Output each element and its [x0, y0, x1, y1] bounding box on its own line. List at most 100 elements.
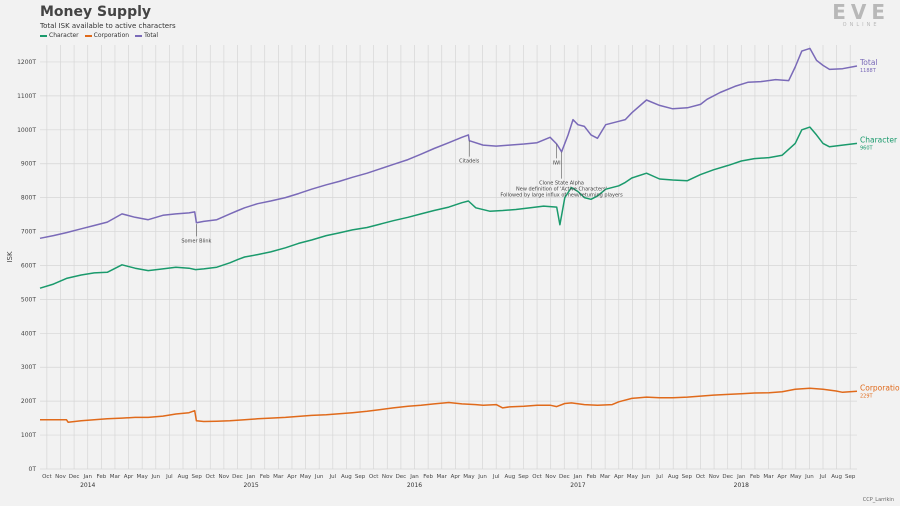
x-month-label: Aug	[504, 474, 515, 480]
x-month-label: Oct	[42, 474, 52, 480]
x-month-label: Apr	[287, 474, 297, 480]
end-value-character: 960T	[860, 145, 874, 151]
legend-swatch-corporation	[84, 34, 92, 37]
x-month-label: Aug	[668, 474, 679, 480]
logo-text: EVE	[832, 0, 890, 24]
end-label-corporation: Corporation	[860, 383, 900, 392]
x-month-label: Sep	[355, 474, 366, 480]
end-value-corporation: 229T	[860, 393, 874, 399]
x-month-label: Mar	[600, 474, 611, 480]
eve-online-logo: EVE ONLINE	[832, 2, 890, 28]
annotation-text-clone-state-alpha: Clone State Alpha	[539, 181, 584, 187]
x-month-label: Nov	[709, 474, 720, 480]
x-month-label: Aug	[178, 474, 189, 480]
x-month-label: Mar	[763, 474, 774, 480]
x-month-label: Jun	[150, 474, 160, 480]
x-year-label: 2015	[243, 482, 258, 489]
x-month-label: Jan	[573, 474, 583, 480]
x-month-label: Jan	[736, 474, 746, 480]
series-line-total	[39, 47, 858, 240]
x-month-label: Jun	[314, 474, 324, 480]
legend-item-total: Total	[135, 32, 158, 39]
annotation-text-clone-state-alpha: Followed by large influx of new/returnin…	[500, 193, 623, 199]
x-month-label: Jan	[409, 474, 419, 480]
x-month-label: Feb	[423, 474, 433, 480]
y-tick-label: 800T	[21, 195, 36, 202]
legend-label-character: Character	[49, 32, 79, 39]
x-month-label: Nov	[219, 474, 230, 480]
logo-subtext: ONLINE	[842, 22, 880, 28]
y-tick-label: 900T	[21, 161, 36, 168]
x-month-label: Mar	[437, 474, 448, 480]
x-month-label: Oct	[206, 474, 216, 480]
legend: Character Corporation Total	[40, 32, 158, 39]
x-month-label: Jul	[819, 474, 827, 480]
x-month-label: Sep	[682, 474, 693, 480]
page-subtitle: Total ISK available to active characters	[40, 22, 176, 30]
chart-annotations: Somer Blink Citadels IWI Clone State AlphaN…	[181, 140, 623, 244]
x-month-label: Jan	[82, 474, 92, 480]
x-month-label: Apr	[124, 474, 134, 480]
legend-label-total: Total	[144, 32, 159, 39]
y-tick-label: 1200T	[17, 59, 36, 66]
x-month-label: Nov	[545, 474, 556, 480]
y-tick-label: 0T	[29, 466, 37, 473]
x-month-label: Aug	[341, 474, 352, 480]
legend-swatch-character	[40, 34, 47, 37]
legend-item-character: Character	[40, 32, 79, 39]
end-label-total: Total	[859, 58, 878, 67]
x-month-label: Sep	[191, 474, 202, 480]
x-axis: Oct Nov Dec Jan Feb Mar Apr May Jun Jul Aug Sep Oct N…	[42, 474, 856, 489]
x-month-label: Apr	[451, 474, 461, 480]
plot-area	[40, 45, 857, 469]
x-month-label: Mar	[110, 474, 121, 480]
x-month-label: Nov	[55, 474, 66, 480]
end-label-character: Character	[860, 135, 898, 144]
x-month-label: Jun	[477, 474, 487, 480]
annotation-text-citadels: Citadels	[459, 159, 480, 165]
y-tick-label: 100T	[21, 432, 36, 439]
x-month-label: May	[300, 474, 312, 480]
x-month-label: Jul	[655, 474, 663, 480]
y-tick-label: 400T	[21, 330, 36, 337]
x-month-label: Mar	[273, 474, 284, 480]
y-axis: 0T 100T 200T 300T 400T 500T 600T 700T 800T 900T 10…	[17, 59, 36, 473]
legend-item-corporation: Corporation	[84, 32, 129, 39]
x-month-label: Dec	[69, 474, 80, 480]
y-tick-label: 700T	[21, 229, 36, 236]
x-month-label: Apr	[777, 474, 787, 480]
x-month-label: Apr	[614, 474, 624, 480]
y-tick-label: 1100T	[17, 93, 36, 100]
x-month-label: Feb	[750, 474, 760, 480]
y-tick-label: 200T	[21, 398, 36, 405]
x-month-label: May	[790, 474, 802, 480]
x-month-label: Sep	[518, 474, 529, 480]
x-month-label: Dec	[396, 474, 407, 480]
x-month-label: May	[136, 474, 148, 480]
x-month-label: Jun	[804, 474, 814, 480]
x-month-label: Feb	[260, 474, 270, 480]
x-month-label: Nov	[382, 474, 393, 480]
x-month-label: Aug	[831, 474, 842, 480]
annotation-text-iwi: IWI	[553, 160, 561, 166]
x-month-label: Jul	[165, 474, 173, 480]
y-axis-label: ISK	[6, 251, 14, 263]
y-tick-label: 1000T	[17, 127, 36, 134]
y-tick-label: 500T	[21, 296, 36, 303]
end-value-total: 1188T	[860, 68, 877, 74]
x-month-label: May	[463, 474, 475, 480]
chart-series	[39, 47, 858, 423]
series-line-character	[39, 126, 858, 289]
author-credit: CCP_Larrikin	[862, 497, 894, 503]
x-month-label: Feb	[587, 474, 597, 480]
x-month-label: May	[627, 474, 639, 480]
x-year-label: 2017	[570, 482, 585, 489]
x-month-label: Dec	[559, 474, 570, 480]
annotation-text-clone-state-alpha: New definition of 'Active Characters'	[516, 187, 607, 193]
y-tick-label: 600T	[21, 262, 36, 269]
x-month-label: Dec	[232, 474, 243, 480]
series-line-corporation	[40, 387, 858, 423]
x-month-label: Feb	[96, 474, 106, 480]
page-title: Money Supply	[40, 4, 152, 20]
